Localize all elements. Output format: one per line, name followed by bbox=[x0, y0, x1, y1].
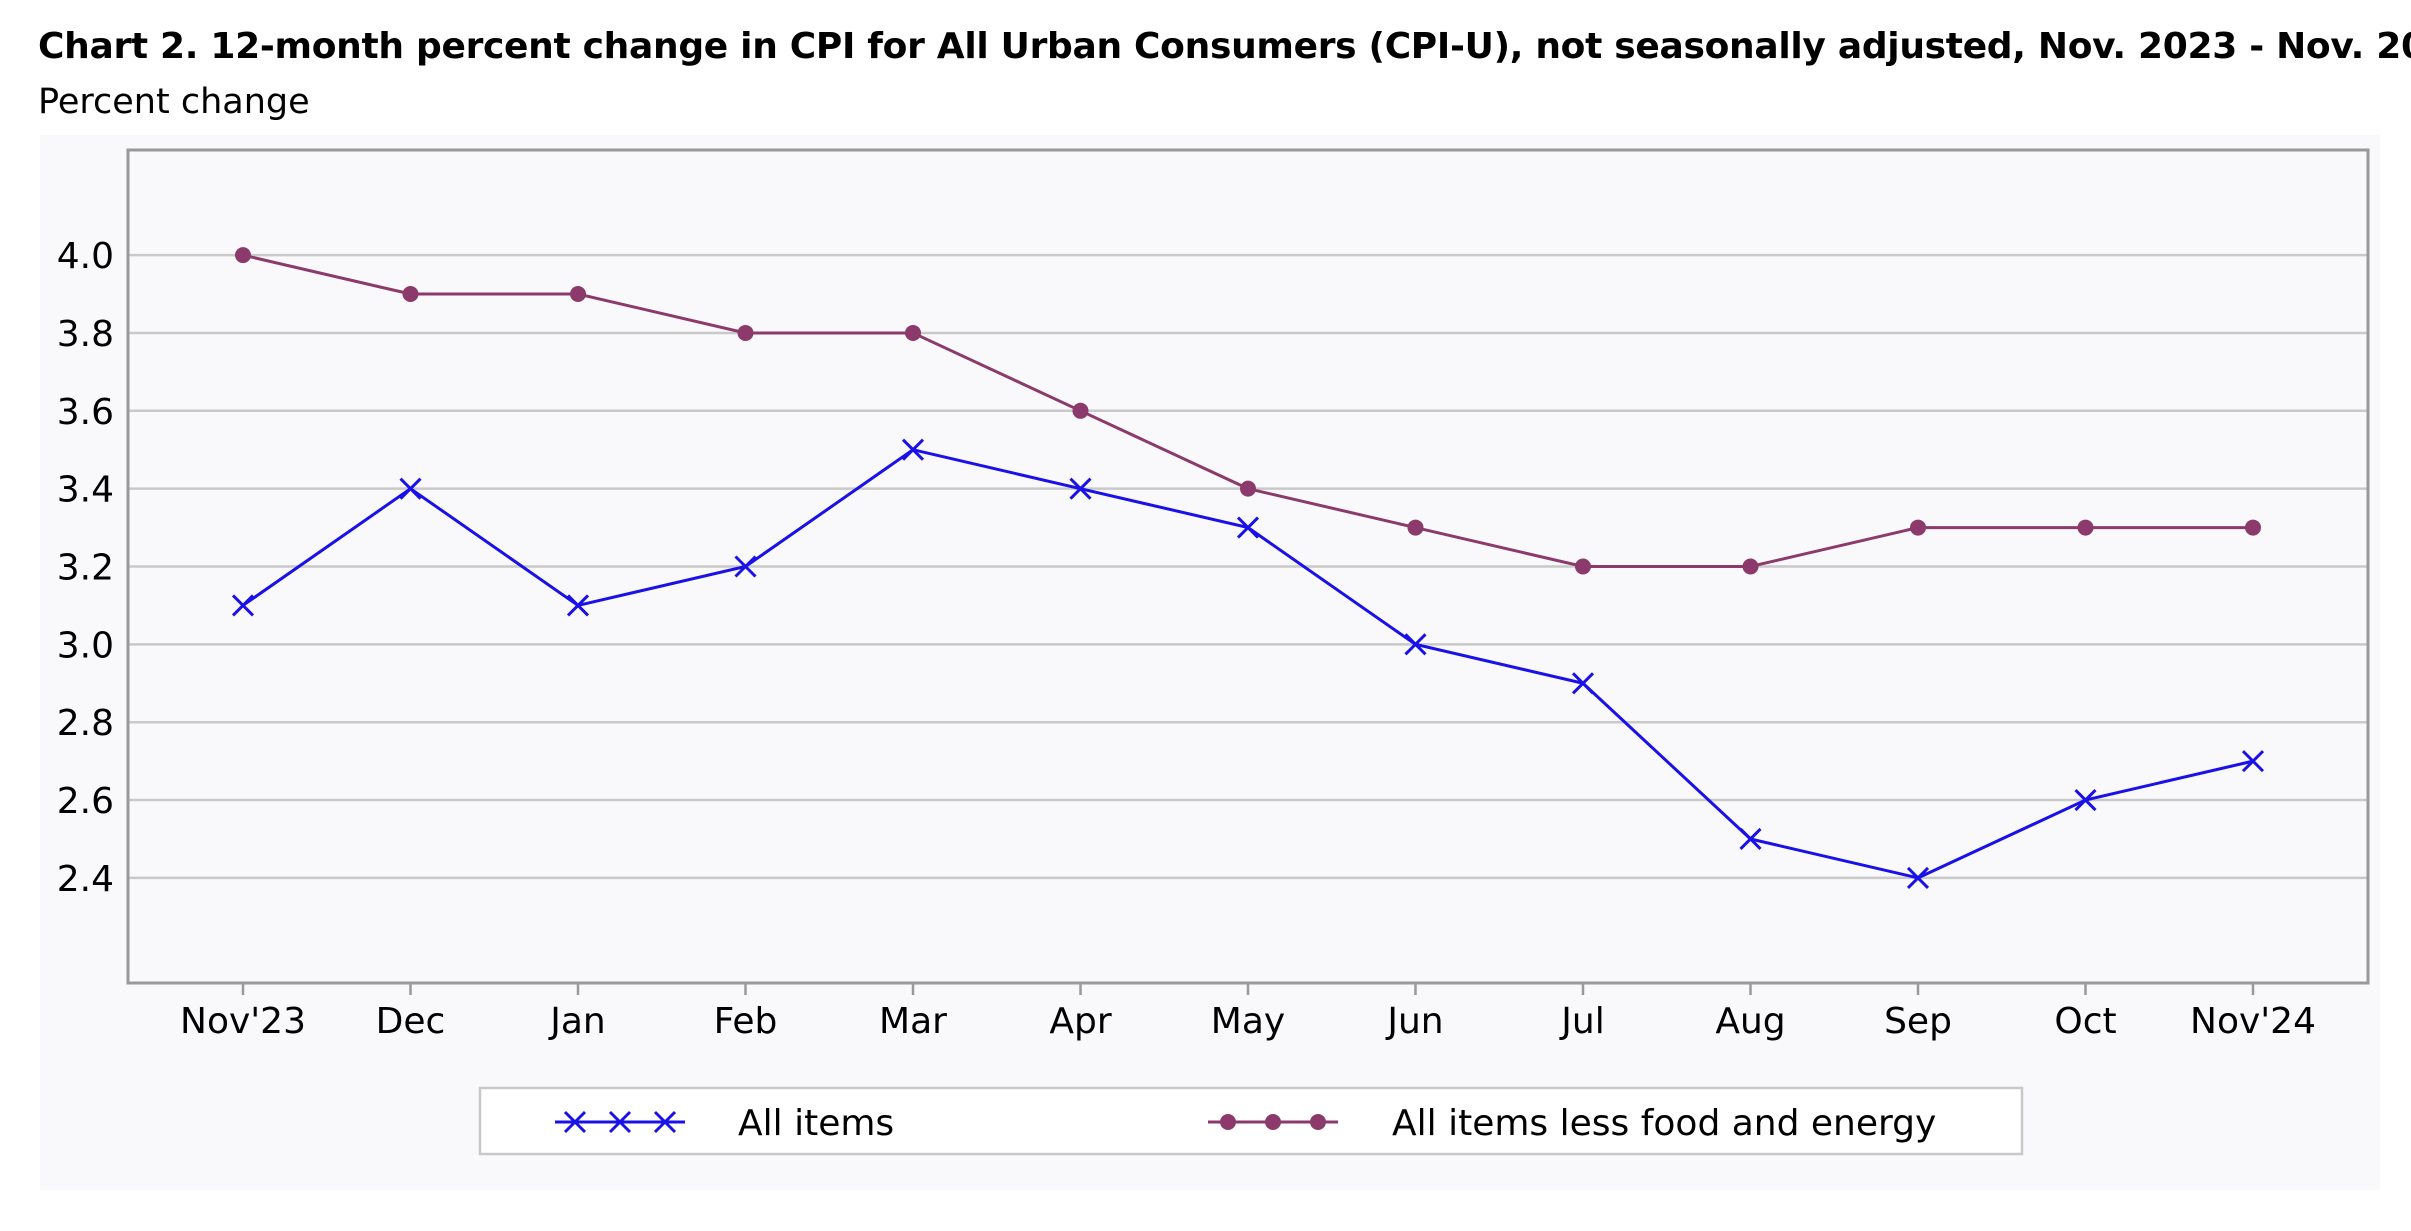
y-tick-label: 2.4 bbox=[57, 859, 114, 900]
x-tick-label: Sep bbox=[1884, 1001, 1952, 1042]
data-point-marker bbox=[905, 324, 921, 341]
legend-item: All items less food and energy bbox=[1208, 1103, 1936, 1144]
data-point-marker bbox=[1575, 558, 1591, 575]
x-tick-label: Apr bbox=[1049, 1001, 1111, 1042]
x-tick-label: Mar bbox=[879, 1001, 947, 1042]
data-point-marker bbox=[235, 247, 251, 264]
legend: All items All items less food and energy bbox=[478, 1086, 2024, 1156]
data-point-marker bbox=[2077, 519, 2094, 536]
data-point-marker bbox=[737, 324, 754, 341]
y-tick-label: 2.6 bbox=[57, 781, 114, 822]
data-point-marker bbox=[2245, 519, 2261, 536]
data-point-marker bbox=[1220, 1114, 1236, 1130]
chart-area-background bbox=[40, 135, 2380, 1190]
data-point-marker bbox=[653, 1110, 677, 1134]
data-point-marker bbox=[2074, 788, 2097, 812]
data-point-marker bbox=[399, 477, 422, 500]
y-tick-label: 3.2 bbox=[57, 548, 114, 589]
x-tick-label: Jan bbox=[548, 1001, 606, 1042]
y-tick-label: 3.4 bbox=[57, 470, 114, 511]
data-point-marker bbox=[1407, 519, 1424, 536]
x-tick-label: Feb bbox=[714, 1001, 778, 1042]
data-point-marker bbox=[734, 555, 757, 578]
series-circle bbox=[235, 247, 2261, 575]
data-point-marker bbox=[402, 286, 419, 303]
data-point-marker bbox=[1310, 1114, 1326, 1130]
data-point-marker bbox=[1072, 402, 1089, 419]
data-point-marker bbox=[608, 1110, 632, 1134]
data-point-marker bbox=[1906, 866, 1930, 889]
y-tick-label: 3.0 bbox=[57, 625, 114, 666]
x-tick-label: Dec bbox=[376, 1001, 446, 1042]
data-point-marker bbox=[1910, 519, 1926, 536]
data-point-marker bbox=[1739, 827, 1762, 851]
x-axis: Nov'23 Dec Jan Feb Mar Apr May Jun Jul Aug Sep Oct N… bbox=[180, 983, 2316, 1042]
data-point-marker bbox=[566, 594, 590, 617]
data-point-marker bbox=[1404, 633, 1427, 656]
data-point-marker bbox=[1236, 516, 1260, 539]
x-tick-label: Oct bbox=[2054, 1001, 2116, 1042]
x-tick-label: Nov'23 bbox=[180, 1001, 306, 1042]
data-point-marker bbox=[1240, 480, 1256, 497]
data-point-marker bbox=[901, 438, 925, 461]
y-tick-label: 3.6 bbox=[57, 392, 114, 433]
data-point-marker bbox=[1265, 1114, 1281, 1130]
data-point-marker bbox=[563, 1110, 587, 1134]
legend-item: All items bbox=[555, 1103, 894, 1144]
y-tick-label: 2.8 bbox=[57, 703, 114, 744]
data-point-marker bbox=[570, 286, 586, 303]
chart-title: Chart 2. 12-month percent change in CPI … bbox=[38, 26, 2411, 67]
data-point-marker bbox=[231, 594, 255, 617]
data-point-marker bbox=[1571, 672, 1595, 695]
y-axis: 2.4 2.6 2.8 3.0 3.2 3.4 3.6 3.8 4.0 bbox=[57, 236, 114, 900]
data-point-marker bbox=[1742, 558, 1759, 575]
data-point-marker bbox=[2241, 750, 2265, 773]
series-x bbox=[231, 438, 2265, 889]
x-tick-label: May bbox=[1211, 1001, 1285, 1042]
x-tick-label: Nov'24 bbox=[2190, 1001, 2316, 1042]
legend-label: All items less food and energy bbox=[1392, 1103, 1936, 1144]
grid-layer bbox=[128, 253, 2368, 880]
legend-label: All items bbox=[738, 1103, 894, 1144]
legend-items: All items All items less food and energy bbox=[555, 1103, 1936, 1144]
y-tick-label: 4.0 bbox=[57, 236, 114, 277]
data-point-marker bbox=[1069, 477, 1092, 500]
x-tick-label: Jul bbox=[1559, 1001, 1604, 1042]
chart-subtitle: Percent change bbox=[38, 82, 310, 122]
y-tick-label: 3.8 bbox=[57, 314, 114, 355]
x-tick-label: Jun bbox=[1385, 1001, 1443, 1042]
x-tick-label: Aug bbox=[1715, 1001, 1785, 1042]
series-layer bbox=[231, 247, 2265, 889]
